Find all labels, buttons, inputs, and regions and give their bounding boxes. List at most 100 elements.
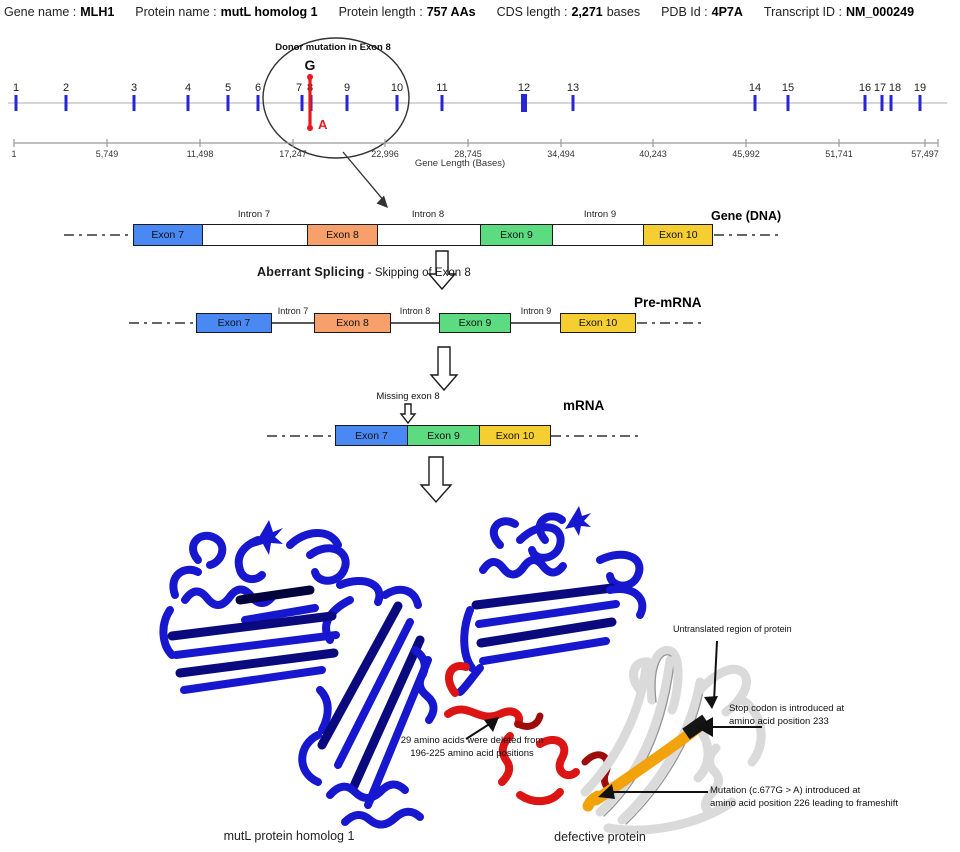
dna-intron9-label: Intron 9 <box>583 209 617 220</box>
aberrant-splicing-bold: Aberrant Splicing <box>257 265 365 279</box>
frameshift-arrowhead <box>598 784 615 799</box>
donor-mutation-label: Donor mutation in Exon 8 <box>275 42 391 53</box>
svg-text:40,243: 40,243 <box>639 149 667 159</box>
frameshift-note: Mutation (c.677G > A) introduced at amin… <box>710 785 898 810</box>
pre-mrna-exon10-box: Exon 10 <box>560 313 636 333</box>
stop-codon-note: Stop codon is introduced at amino acid p… <box>729 703 844 728</box>
gene-name-value: MLH1 <box>80 5 115 19</box>
svg-text:10: 10 <box>391 82 403 94</box>
pre-mrna-intron8-label: Intron 8 <box>399 306 431 316</box>
zoom-pointer-line <box>342 151 386 203</box>
header-cds-length: CDS length : 2,271 bases <box>497 5 641 19</box>
protein-normal-ribbon <box>159 520 438 829</box>
svg-text:5: 5 <box>225 82 231 94</box>
svg-text:45,992: 45,992 <box>732 149 760 159</box>
missing-exon8-label: Missing exon 8 <box>376 391 440 402</box>
dna-exon9-box: Exon 9 <box>480 223 553 246</box>
protein-defective-ribbon <box>444 506 766 835</box>
cds-length-suffix: bases <box>606 5 641 19</box>
arrow-missing-exon8 <box>399 403 417 425</box>
stop-codon-note-line2: amino acid position 233 <box>729 715 829 727</box>
svg-text:6: 6 <box>255 82 261 94</box>
protein-name-label: Protein name : <box>135 5 217 19</box>
svg-text:14: 14 <box>749 82 761 94</box>
flow-arrows <box>399 250 459 504</box>
mrna-exon10-box: Exon 10 <box>479 425 551 446</box>
pre-mrna-exon8-box: Exon 8 <box>314 313 391 333</box>
header-transcript-id: Transcript ID : NM_000249 <box>764 5 914 19</box>
untranslated-region-note: Untranslated region of protein <box>673 624 792 634</box>
stop-codon-arrowhead <box>696 717 713 737</box>
exon-ticks: 1 2 3 4 5 6 7 8 9 10 11 12 13 14 15 16 1… <box>13 82 926 112</box>
zoom-pointer-arrowhead <box>376 195 388 208</box>
pre-mrna-intron9-label: Intron 9 <box>520 306 552 316</box>
untranslated-arrow-line <box>713 640 718 702</box>
svg-text:3: 3 <box>131 82 137 94</box>
stop-codon-note-line1: Stop codon is introduced at <box>729 703 845 714</box>
aberrant-splicing-caption: Aberrant Splicing - Skipping of Exon 8 <box>257 265 471 279</box>
protein-length-label: Protein length : <box>338 5 423 19</box>
svg-text:1: 1 <box>13 82 19 94</box>
frameshift-note-line1: Mutation (c.677G > A) introduced at <box>710 785 861 796</box>
svg-text:19: 19 <box>914 82 926 94</box>
svg-text:8: 8 <box>307 82 313 94</box>
deleted-region-arrowhead <box>484 717 499 732</box>
dna-exon7-box: Exon 7 <box>132 223 203 246</box>
normal-protein-caption: mutL protein homolog 1 <box>223 829 355 843</box>
cds-length-value: 2,271 <box>571 5 603 19</box>
header-pdb-id: PDB Id : 4P7A <box>661 5 743 19</box>
gene-length-axis-title: Gene Length (Bases) <box>415 158 505 169</box>
pre-mrna-title: Pre-mRNA <box>634 295 702 310</box>
annotation-circle <box>262 37 410 159</box>
svg-text:57,497: 57,497 <box>911 149 939 159</box>
defective-protein-caption: defective protein <box>554 830 646 844</box>
pre-mrna-exon7-box: Exon 7 <box>196 313 272 333</box>
transcript-id-label: Transcript ID : <box>763 5 842 19</box>
svg-text:9: 9 <box>344 82 350 94</box>
mrna-exon7-box: Exon 7 <box>335 425 408 446</box>
deleted-region-note-line2: 196-225 amino acid positions <box>410 747 534 759</box>
frameshift-note-line2: amino acid position 226 leading to frame… <box>710 797 899 809</box>
mutation-from-base: G <box>305 57 316 73</box>
svg-text:13: 13 <box>567 82 579 94</box>
mutation-to-base: A <box>318 117 328 132</box>
svg-text:17,247: 17,247 <box>279 149 307 159</box>
svg-text:18: 18 <box>889 82 901 94</box>
header-protein-name: Protein name : mutL homolog 1 <box>135 5 317 19</box>
svg-text:7: 7 <box>296 82 302 94</box>
arrow-mrna-to-protein <box>419 456 453 504</box>
dna-intron7-label: Intron 7 <box>237 209 271 220</box>
untranslated-arrowhead <box>704 696 718 709</box>
svg-text:28,745: 28,745 <box>454 149 482 159</box>
mrna-exon9-box: Exon 9 <box>407 425 480 446</box>
svg-text:16: 16 <box>859 82 871 94</box>
gene-length-axis: 1 5,749 11,498 17,247 22,996 28,745 34,4… <box>11 139 939 169</box>
protein-length-value: 757 AAs <box>426 5 476 19</box>
deleted-region-note: 29 amino acids were deleted from 196-225… <box>401 735 544 760</box>
protein-name-value: mutL homolog 1 <box>220 5 318 19</box>
dna-exon8-box: Exon 8 <box>307 223 378 246</box>
svg-text:34,494: 34,494 <box>547 149 575 159</box>
header-bar: Gene name : MLH1 Protein name : mutL hom… <box>4 5 956 19</box>
svg-text:17: 17 <box>874 82 886 94</box>
gene-dna-bar: Exon 7 Exon 8 Exon 9 Exon 10 <box>132 223 714 246</box>
header-protein-length: Protein length : 757 AAs <box>339 5 476 19</box>
header-gene-name: Gene name : MLH1 <box>4 5 114 19</box>
svg-text:12: 12 <box>518 82 530 94</box>
gene-name-label: Gene name : <box>4 5 77 19</box>
svg-text:2: 2 <box>63 82 69 94</box>
transcript-id-value: NM_000249 <box>845 5 915 19</box>
pdb-id-value: 4P7A <box>711 5 743 19</box>
svg-text:22,996: 22,996 <box>371 149 399 159</box>
mrna-title: mRNA <box>563 398 605 413</box>
gene-dna-title: Gene (DNA) <box>711 209 782 223</box>
pdb-id-label: PDB Id : <box>661 5 708 19</box>
cds-length-label: CDS length : <box>496 5 568 19</box>
svg-text:11,498: 11,498 <box>187 149 214 159</box>
svg-text:4: 4 <box>185 82 191 94</box>
pre-mrna-intron7-label: Intron 7 <box>277 306 309 316</box>
annotation-arrows <box>465 640 762 799</box>
dna-intron8-label: Intron 8 <box>411 209 445 220</box>
svg-text:15: 15 <box>782 82 794 94</box>
